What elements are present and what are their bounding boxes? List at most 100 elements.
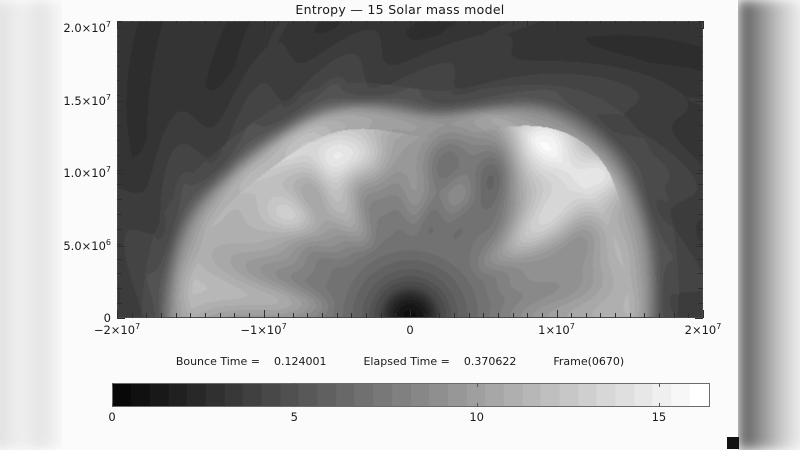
colorbar-tick [112,383,113,387]
y-major-tick-right [695,245,703,247]
y-minor-tick-right [698,303,703,305]
x-minor-tick [292,313,294,318]
y-major-tick [117,318,125,319]
y-minor-tick-right [698,21,703,22]
x-minor-tick-top [439,21,441,26]
y-minor-tick-right [698,288,703,290]
x-minor-tick [688,313,690,318]
y-major-tick [117,173,125,175]
y-minor-tick [117,21,122,22]
x-minor-tick [248,313,250,318]
x-minor-tick [497,313,499,318]
y-axis-label-0: 0 [103,311,111,325]
x-major-tick-top [410,21,411,29]
y-minor-tick-right [698,50,703,52]
colorbar-tick [658,383,660,387]
x-minor-tick-top [483,21,485,26]
y-minor-tick [117,184,122,186]
x-major-tick [263,310,265,318]
colorbar-label-3: 15 [651,410,667,424]
y-minor-tick [117,199,122,201]
x-minor-tick-top [453,21,455,26]
x-minor-tick-top [424,21,426,26]
x-minor-tick-top [527,21,529,26]
y-minor-tick [117,110,122,112]
y-minor-tick [117,169,122,171]
y-minor-tick-right [698,154,703,156]
y-minor-tick [117,95,122,97]
y-minor-tick [117,243,122,245]
x-minor-tick [615,313,617,318]
x-minor-tick-top [131,21,133,26]
colorbar-tick [294,403,296,407]
x-minor-tick-top [190,21,192,26]
y-minor-tick-right [698,228,703,230]
x-axis-label-4: 2×107 [684,322,722,337]
y-minor-tick [117,303,122,305]
x-minor-tick-top [659,21,661,26]
x-minor-tick [307,313,309,318]
x-minor-tick [468,313,470,318]
x-minor-tick-top [248,21,250,26]
x-minor-tick-top [160,21,162,26]
x-minor-tick-top [629,21,631,26]
x-minor-tick [600,313,602,318]
y-minor-tick-right [698,35,703,37]
x-minor-tick [160,313,162,318]
x-minor-tick-top [175,21,177,26]
colorbar-gradient [113,384,709,406]
x-minor-tick [336,313,338,318]
colorbar-label-2: 10 [469,410,484,424]
y-minor-tick-right [698,65,703,67]
x-major-tick-top [117,21,118,29]
y-minor-tick-right [698,110,703,112]
y-minor-tick [117,214,122,216]
x-minor-tick-top [336,21,338,26]
x-minor-tick [512,313,514,318]
x-minor-tick-top [688,21,690,26]
frame-counter: Frame(0670) [553,355,625,368]
x-minor-tick-top [307,21,309,26]
x-minor-tick-top [600,21,602,26]
colorbar-tick [476,383,478,387]
x-minor-tick-top [366,21,368,26]
x-minor-tick [322,313,324,318]
x-minor-tick-top [395,21,397,26]
x-minor-tick [453,313,455,318]
y-major-tick-right [695,28,703,30]
y-axis-label-1: 5.0×106 [63,237,111,253]
y-minor-tick [117,124,122,126]
x-minor-tick [527,313,529,318]
y-minor-tick-right [698,124,703,126]
x-minor-tick [380,313,382,318]
x-major-tick [117,310,118,318]
y-minor-tick [117,258,122,260]
colorbar-label-0: 0 [108,410,116,424]
x-minor-tick [234,313,236,318]
x-minor-tick [424,313,426,318]
x-major-tick [410,310,411,318]
y-axis-label-2: 1.0×107 [63,165,111,181]
y-major-tick [117,100,125,102]
y-minor-tick-right [698,243,703,245]
x-minor-tick-top [571,21,573,26]
x-minor-tick [146,313,148,318]
y-major-tick-right [695,173,703,175]
bounce-time-value: 0.124001 [273,355,327,368]
colorbar-label-1: 5 [290,410,298,424]
status-line: Bounce Time = 0.124001 Elapsed Time = 0.… [62,355,738,368]
x-major-tick [556,310,558,318]
x-minor-tick-top [541,21,543,26]
x-minor-tick-top [497,21,499,26]
y-minor-tick [117,139,122,141]
x-minor-tick [395,313,397,318]
x-minor-tick-top [644,21,646,26]
x-minor-tick-top [322,21,324,26]
x-minor-tick [439,313,441,318]
y-minor-tick-right [698,139,703,141]
y-minor-tick [117,273,122,275]
x-major-tick-top [263,21,265,29]
elapsed-time-value: 0.370622 [463,355,517,368]
x-minor-tick [659,313,661,318]
x-minor-tick [629,313,631,318]
